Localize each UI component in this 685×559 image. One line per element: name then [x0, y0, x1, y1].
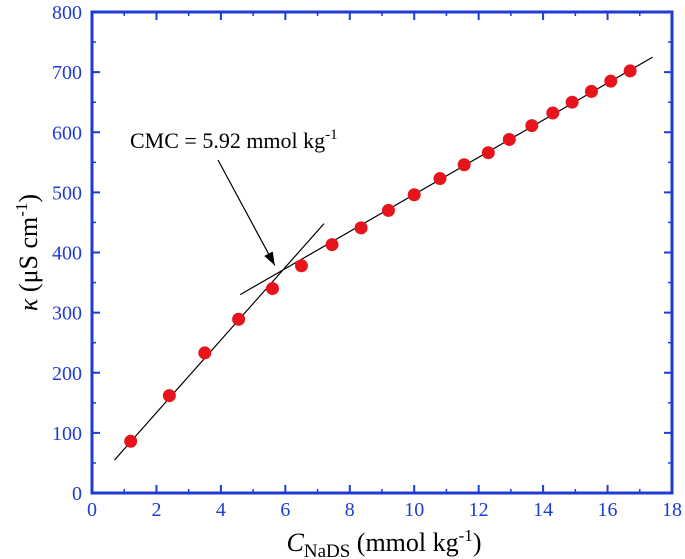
y-axis-title-part: (μS cm [14, 217, 43, 299]
data-point [407, 188, 421, 202]
cmc-annotation: CMC = 5.92 mmol kg-1 [130, 127, 338, 153]
plot-frame [90, 10, 674, 495]
y-axis-title-part: -1 [12, 203, 31, 217]
data-point [457, 158, 471, 172]
data-point [265, 282, 279, 296]
data-point [433, 172, 447, 186]
cmc-arrow-line [217, 159, 276, 266]
x-tick-label: 8 [345, 499, 355, 521]
y-axis-title: κ (μS cm-1) [12, 194, 43, 311]
data-point [232, 312, 246, 326]
x-tick-label: 6 [280, 499, 290, 521]
x-tick-label: 4 [216, 499, 226, 521]
fit-lines [114, 56, 653, 461]
data-point [565, 95, 579, 109]
x-axis-title-part: ) [473, 528, 482, 557]
x-tick-label: 14 [533, 499, 553, 521]
x-tick-label: 12 [469, 499, 489, 521]
x-tick-label: 0 [87, 499, 97, 521]
data-point [546, 106, 560, 120]
x-axis-title-part: NaDS [304, 541, 350, 559]
data-point [294, 259, 308, 273]
chart-text: 0 2 4 6 8 10 12 14 16 18 0 100 200 300 400 500 600 700 800… [12, 2, 682, 559]
x-tick-label: 2 [151, 499, 161, 521]
y-tick-label: 200 [52, 363, 82, 385]
y-axis-title-part: ) [14, 194, 43, 203]
data-points [124, 64, 637, 448]
y-axis-title-part: κ [14, 298, 43, 311]
y-tick-label: 100 [52, 423, 82, 445]
data-point [325, 238, 339, 252]
data-point [198, 346, 212, 360]
y-tick-label: 400 [52, 243, 82, 265]
y-tick-label: 300 [52, 303, 82, 325]
data-point [604, 74, 618, 88]
axes [90, 10, 674, 495]
x-axis-title: CNaDS (mmol kg-1) [287, 526, 482, 559]
data-point [354, 221, 368, 235]
y-tick-label: 600 [52, 122, 82, 144]
data-point [502, 132, 516, 146]
y-tick-label: 0 [72, 483, 82, 505]
data-point [584, 84, 598, 98]
fit-line [114, 223, 325, 461]
x-axis-title-part: -1 [459, 526, 473, 545]
x-axis-title-part: (mmol kg [350, 528, 458, 557]
y-tick-label: 500 [52, 182, 82, 204]
cmc-annotation-superscript: -1 [325, 127, 338, 143]
data-point [623, 64, 637, 78]
x-axis-title-part: C [287, 528, 305, 557]
data-point [162, 389, 176, 403]
data-point [525, 119, 539, 133]
y-tick-label: 800 [52, 2, 82, 24]
data-point [124, 434, 138, 448]
data-point [481, 146, 495, 160]
cmc-arrow-head [264, 251, 275, 266]
x-tick-label: 10 [404, 499, 424, 521]
y-tick-label: 700 [52, 62, 82, 84]
x-tick-label: 16 [598, 499, 618, 521]
x-tick-label: 18 [662, 499, 682, 521]
fit-line [239, 56, 653, 296]
data-point [381, 203, 395, 217]
